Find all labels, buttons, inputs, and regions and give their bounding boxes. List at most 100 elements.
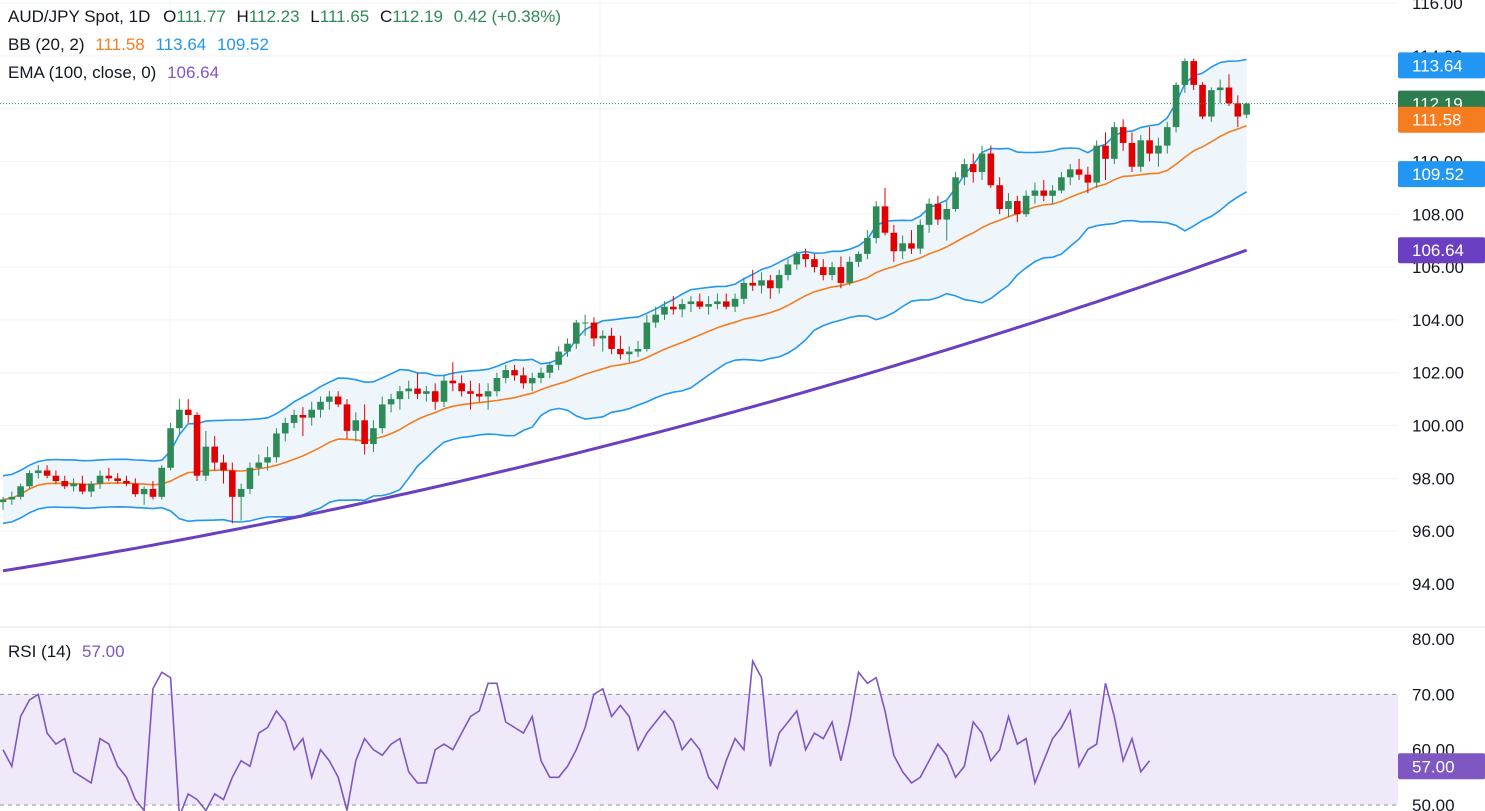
candle-body xyxy=(528,378,536,384)
candle-body xyxy=(273,433,280,458)
rsi-badge-bg xyxy=(1398,753,1485,780)
candle xyxy=(608,327,615,355)
candle-body xyxy=(625,351,633,355)
candle-body xyxy=(1075,169,1083,175)
price-badge-bg xyxy=(1398,161,1485,188)
candle xyxy=(943,201,951,241)
candle-body xyxy=(758,280,765,286)
candle-body xyxy=(0,499,7,503)
candle-body xyxy=(475,393,483,397)
candle xyxy=(634,341,642,357)
candle xyxy=(705,296,712,315)
price-tick-label: 100.00 xyxy=(1412,417,1464,436)
candle-body xyxy=(281,422,289,434)
candle xyxy=(61,475,69,489)
candle xyxy=(255,454,263,476)
candle-body xyxy=(8,496,16,500)
candle xyxy=(670,296,677,315)
bb-label: BB (20, 2) xyxy=(8,35,85,54)
candle xyxy=(1190,58,1197,91)
candle xyxy=(819,259,827,281)
candle-body xyxy=(17,486,24,497)
candle xyxy=(1058,172,1065,194)
candle-body xyxy=(1049,190,1056,196)
candle-body xyxy=(722,301,730,307)
candle-body xyxy=(237,488,245,497)
low-value: 111.65 xyxy=(319,7,370,26)
candle-body xyxy=(1058,177,1065,191)
candle xyxy=(599,330,607,352)
candle xyxy=(564,338,571,357)
candle xyxy=(731,293,739,312)
candle xyxy=(1093,140,1100,188)
candle xyxy=(872,201,880,244)
candle-body xyxy=(158,467,166,497)
candle xyxy=(1225,74,1233,106)
candle-body xyxy=(334,396,342,405)
candle-body xyxy=(449,380,457,384)
price-tick-label: 94.00 xyxy=(1412,575,1455,594)
candle-body xyxy=(378,404,386,429)
price-badge: 111.58 xyxy=(1398,106,1485,133)
candle-body xyxy=(167,428,174,468)
candle-body xyxy=(908,243,915,249)
candle-body xyxy=(952,177,959,209)
candle-body xyxy=(1040,190,1048,196)
candlesticks xyxy=(0,58,1398,524)
price-badge-label: 106.64 xyxy=(1412,241,1464,260)
candle xyxy=(281,417,289,442)
candle-body xyxy=(184,409,192,415)
rsi-pane xyxy=(0,658,1398,811)
candle-body xyxy=(123,481,130,484)
candle xyxy=(722,293,730,310)
candle xyxy=(202,430,210,482)
candle xyxy=(1137,135,1145,173)
price-badge: 113.64 xyxy=(1398,52,1485,79)
candle-body xyxy=(749,282,756,286)
candle xyxy=(899,235,906,260)
candle xyxy=(617,335,624,360)
candle xyxy=(1163,121,1171,154)
candle-body xyxy=(361,420,368,445)
candle xyxy=(678,298,686,318)
candle xyxy=(573,319,580,349)
candle xyxy=(555,346,562,371)
candle xyxy=(952,172,959,212)
candle xyxy=(176,399,183,434)
price-tick-label: 98.00 xyxy=(1412,469,1455,488)
candle xyxy=(1022,190,1030,217)
candle-body xyxy=(1216,87,1224,91)
candle xyxy=(1066,164,1074,186)
candle xyxy=(17,483,24,500)
candle-body xyxy=(290,414,298,423)
candle xyxy=(511,364,518,381)
candle-body xyxy=(458,383,465,392)
candle xyxy=(1128,132,1136,173)
candle-body xyxy=(1172,84,1180,128)
candle xyxy=(864,230,871,260)
open-label: O xyxy=(163,7,177,26)
candle-body xyxy=(105,475,113,479)
candle-body xyxy=(828,267,836,276)
candle-body xyxy=(617,348,624,355)
candle-body xyxy=(670,306,677,310)
candle-body xyxy=(643,322,651,349)
candle xyxy=(625,346,633,363)
rsi-label: RSI (14) xyxy=(8,642,72,661)
bb-lower-line xyxy=(2,191,1248,525)
candle-body xyxy=(440,380,448,402)
candle-body xyxy=(714,301,721,305)
candle xyxy=(105,467,113,482)
rsi-line xyxy=(2,658,1151,811)
candle xyxy=(326,391,333,410)
candle xyxy=(1111,121,1118,165)
candle-body xyxy=(1243,103,1250,115)
candle-body xyxy=(775,275,783,289)
candle xyxy=(387,393,395,413)
candle xyxy=(811,253,818,273)
candle-body xyxy=(1199,84,1206,117)
candle-body xyxy=(484,391,492,397)
candle-body xyxy=(1234,103,1242,117)
candle xyxy=(528,372,536,392)
